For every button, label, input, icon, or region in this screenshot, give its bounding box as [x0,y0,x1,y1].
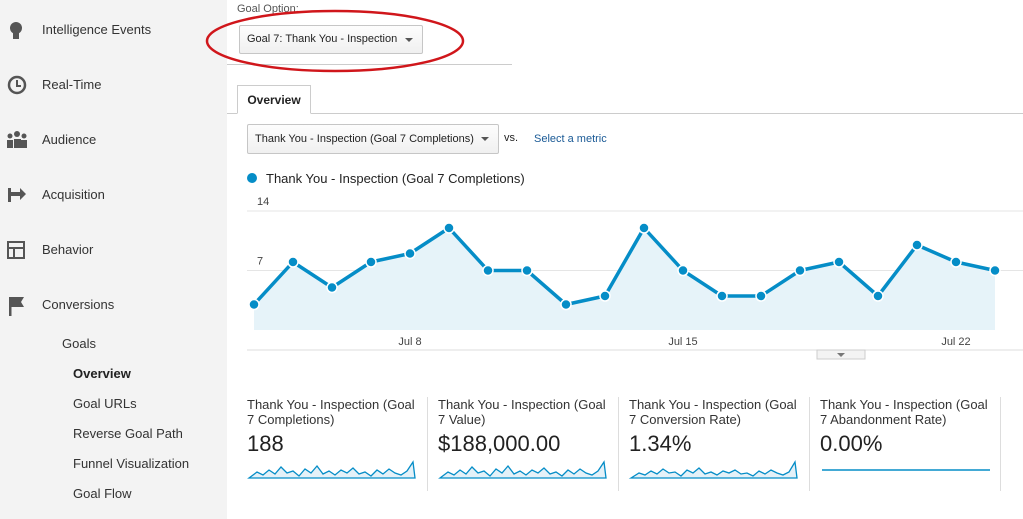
y-tick-label: 7 [257,256,263,268]
sparklines [247,460,990,479]
point [638,222,650,234]
point [872,290,884,302]
nav-sub-item[interactable]: Overview [73,366,131,381]
divider [227,64,512,65]
scorecard-title: Thank You - Inspection (Goal 7 Conversio… [629,397,797,427]
nav-icons [7,22,27,316]
y-tick-label: 14 [257,196,269,208]
scorecard-title: Thank You - Inspection (Goal 7 Value) [438,397,606,427]
point [911,239,923,251]
point [404,247,416,260]
nav-sub-item[interactable]: Reverse Goal Path [73,426,183,441]
nav-item[interactable]: Intelligence Events [42,22,152,37]
point [950,256,962,268]
resize-arrow [837,353,845,357]
scorecard-title: Thank You - Inspection (Goal 7 Abandonme… [820,397,988,427]
point [755,290,767,302]
scorecard: Thank You - Inspection (Goal 7 Value) $1… [438,397,613,457]
separator [618,397,619,491]
nav-sub-item[interactable]: Goal Flow [73,486,132,501]
nav-item[interactable]: Acquisition [42,187,105,202]
separator [809,397,810,491]
point [560,298,572,311]
x-tick-label: Jul 15 [668,336,697,348]
point [443,222,455,234]
separator [1000,397,1001,491]
area [254,228,995,330]
point [833,256,845,268]
separator [427,397,428,491]
point [716,290,728,302]
point [482,264,494,277]
goal-option-label: Goal Option: [237,3,299,15]
scorecard-value: 0.00% [820,431,883,456]
scorecard: Thank You - Inspection (Goal 7 Conversio… [629,397,804,457]
point [794,264,806,277]
nav-item[interactable]: Conversions [42,297,115,312]
point [365,256,377,268]
select-metric-link[interactable]: Select a metric [534,133,607,145]
point [521,264,533,277]
nav-item[interactable]: Real-Time [42,77,102,92]
scorecard: Thank You - Inspection (Goal 7 Completio… [247,397,422,457]
scorecard-value: $188,000.00 [438,431,561,456]
nav-sub-item[interactable]: Goal URLs [73,396,137,411]
scorecard-title: Thank You - Inspection (Goal 7 Completio… [247,397,415,427]
line [252,226,996,307]
nav-item[interactable]: Audience [42,132,97,147]
x-tick-label: Jul 22 [941,336,970,348]
nav-group[interactable]: Goals [62,336,96,351]
point [326,281,338,294]
point [599,290,611,302]
scorecard: Thank You - Inspection (Goal 7 Abandonme… [820,397,995,457]
point [248,298,260,311]
scorecard-value: 1.34% [629,431,692,456]
point [989,264,1001,277]
tab-line [227,113,1023,114]
scorecard-value: 188 [247,431,284,456]
point [287,256,299,268]
sidebar: Intelligence Events Real-Time Audience A… [0,0,227,519]
legend-label: Thank You - Inspection (Goal 7 Completio… [266,171,525,186]
vs-label: vs. [504,132,519,144]
chart: Thank You - Inspection (Goal 7 Completio… [247,171,1023,360]
legend-marker [247,173,257,183]
nav-sub-item[interactable]: Funnel Visualization [73,456,190,471]
metric-dropdown[interactable]: Thank You - Inspection (Goal 7 Completio… [247,124,499,154]
point [677,264,689,277]
highlight-ellipse [205,9,465,73]
x-tick-label: Jul 8 [398,336,421,348]
tab[interactable]: Overview [237,85,311,114]
goal-dropdown[interactable]: Goal 7: Thank You - Inspection [239,25,423,54]
nav-item[interactable]: Behavior [42,242,94,257]
